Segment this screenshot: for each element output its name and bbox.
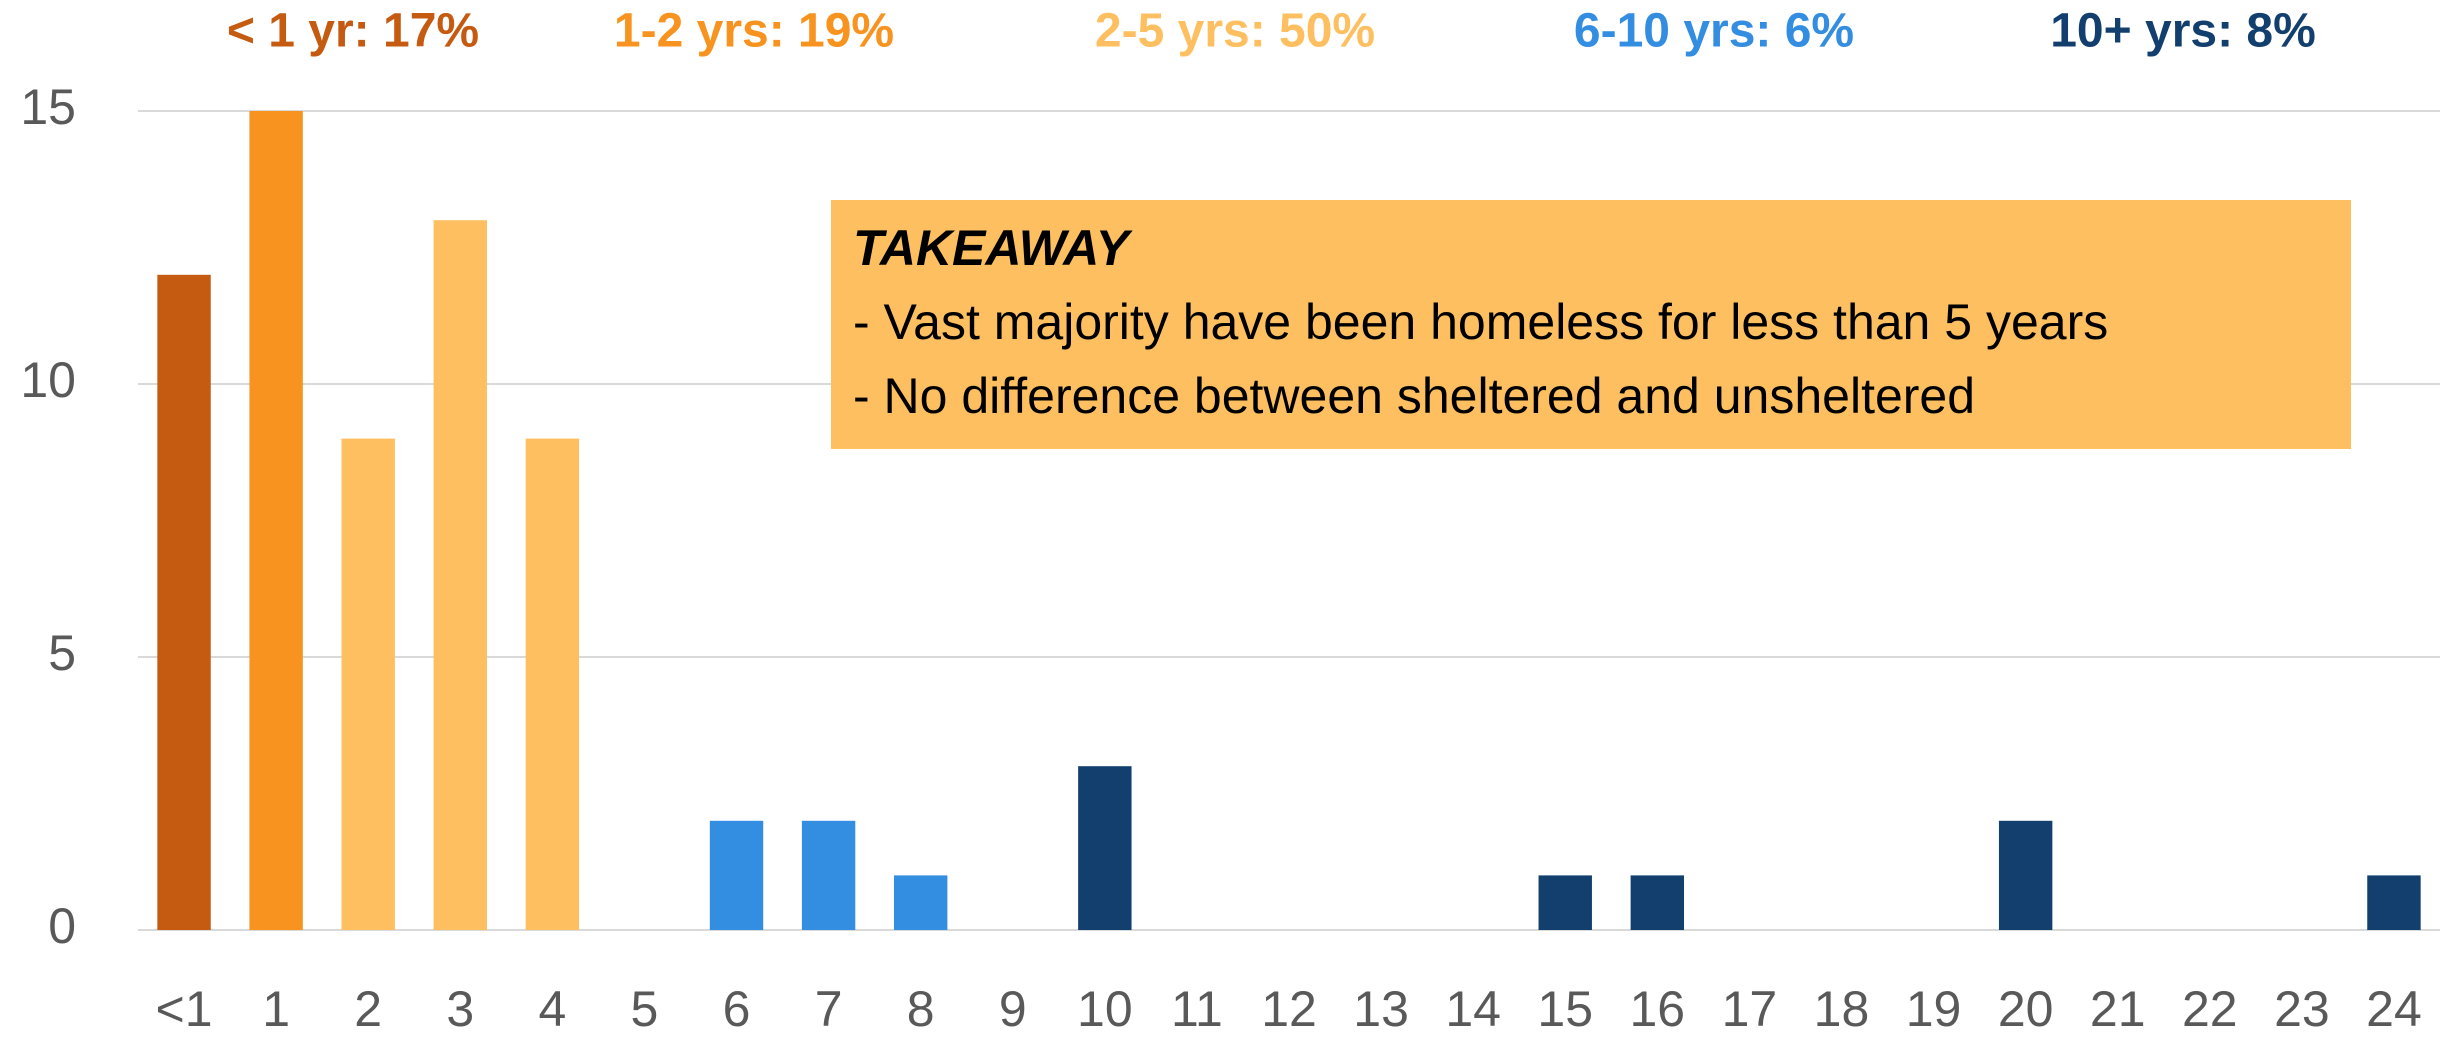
x-tick-label: 14: [1445, 981, 1501, 1037]
y-tick-label: 0: [48, 898, 76, 954]
x-tick-label: 12: [1261, 981, 1317, 1037]
x-tick-label: 6: [723, 981, 751, 1037]
x-tick-label: 22: [2182, 981, 2238, 1037]
x-tick-label: 1: [262, 981, 290, 1037]
group-label: 6-10 yrs: 6%: [1574, 5, 1854, 58]
bar: [1630, 875, 1685, 930]
bar: [249, 111, 303, 930]
x-tick-label: 23: [2274, 981, 2330, 1037]
x-tick-label: 10: [1077, 981, 1133, 1037]
group-label: < 1 yr: 17%: [227, 5, 479, 58]
bar: [433, 220, 487, 930]
bar: [801, 820, 856, 930]
x-tick-label: 17: [1722, 981, 1778, 1037]
x-tick-label: <1: [156, 981, 213, 1037]
takeaway-box: [831, 200, 2351, 449]
x-tick-label: 21: [2090, 981, 2146, 1037]
bar: [1078, 766, 1132, 930]
bar: [341, 438, 395, 930]
x-tick-label: 2: [354, 981, 382, 1037]
x-tick-label: 13: [1353, 981, 1409, 1037]
y-tick-label: 5: [48, 625, 76, 681]
y-tick-label: 10: [20, 352, 76, 408]
group-label: 10+ yrs: 8%: [2050, 5, 2316, 58]
x-tick-label: 7: [815, 981, 843, 1037]
bar: [2367, 875, 2421, 930]
x-tick-label: 24: [2366, 981, 2422, 1037]
x-tick-label: 18: [1814, 981, 1870, 1037]
bar: [1998, 820, 2053, 930]
group-label: 1-2 yrs: 19%: [614, 5, 894, 58]
group-label: 2-5 yrs: 50%: [1095, 5, 1375, 58]
x-tick-label: 8: [907, 981, 935, 1037]
x-tick-label: 3: [446, 981, 474, 1037]
bar: [525, 438, 580, 930]
takeaway-line: - Vast majority have been homeless for l…: [853, 294, 2108, 350]
takeaway-line: - No difference between sheltered and un…: [853, 368, 1975, 424]
bar: [709, 820, 764, 930]
bar: [157, 274, 211, 930]
bar: [1538, 875, 1592, 930]
x-tick-label: 19: [1906, 981, 1962, 1037]
x-tick-label: 15: [1537, 981, 1593, 1037]
x-tick-label: 20: [1998, 981, 2054, 1037]
x-tick-label: 5: [631, 981, 659, 1037]
x-tick-label: 9: [999, 981, 1027, 1037]
y-tick-label: 15: [20, 79, 76, 135]
x-tick-label: 4: [538, 981, 566, 1037]
x-tick-label: 16: [1630, 981, 1686, 1037]
takeaway-title: TAKEAWAY: [853, 220, 1134, 276]
x-tick-label: 11: [1171, 981, 1223, 1037]
bar: [893, 875, 948, 930]
